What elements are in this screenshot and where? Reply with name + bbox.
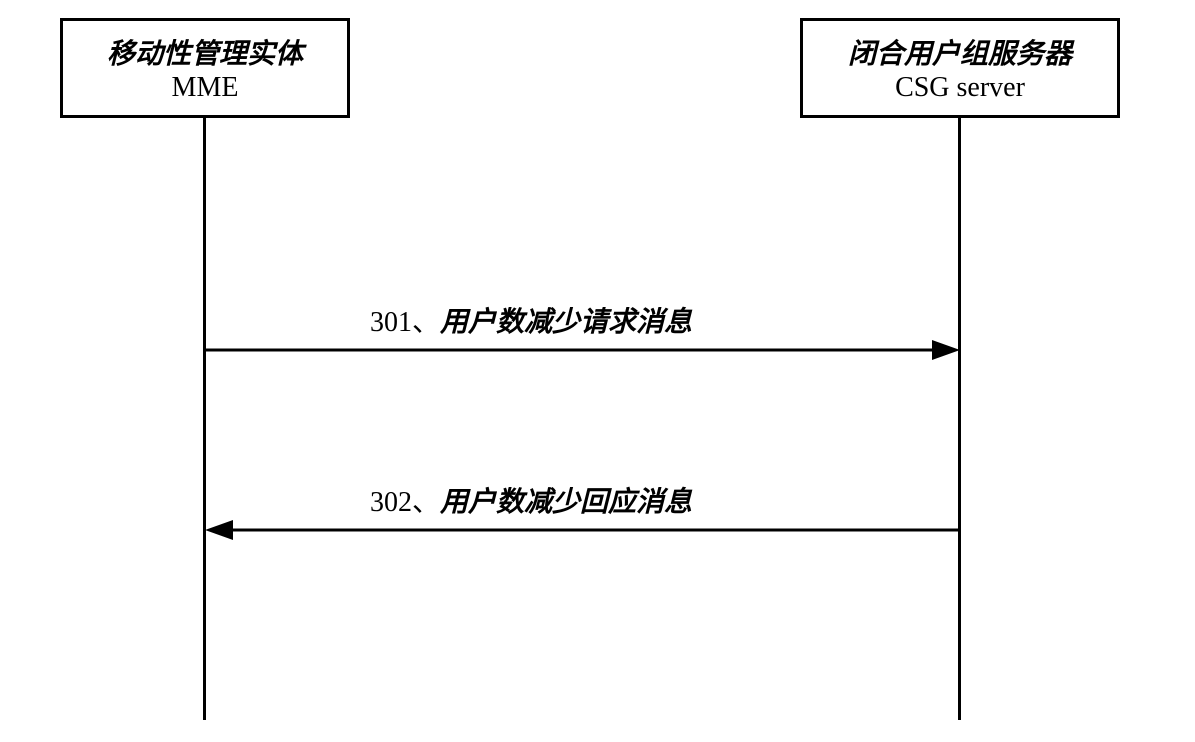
message-302-num: 302、 — [370, 487, 440, 518]
participant-csg-line1: 闭合用户组服务器 — [848, 32, 1072, 72]
message-302-label: 302、用户数减少回应消息 — [370, 480, 692, 520]
message-301-text: 用户数减少请求消息 — [440, 307, 692, 338]
participant-mme-line1: 移动性管理实体 — [107, 32, 303, 72]
participant-box-mme: 移动性管理实体 MME — [60, 18, 350, 118]
lifeline-mme — [203, 118, 206, 720]
participant-mme-line2: MME — [172, 72, 239, 104]
participant-box-csg: 闭合用户组服务器 CSG server — [800, 18, 1120, 118]
message-301-label: 301、用户数减少请求消息 — [370, 300, 692, 340]
lifeline-csg — [958, 118, 961, 720]
message-302-arrow — [205, 516, 965, 544]
message-301-num: 301、 — [370, 307, 440, 338]
message-301-arrow — [205, 336, 965, 364]
participant-csg-line2: CSG server — [895, 72, 1025, 104]
message-302-text: 用户数减少回应消息 — [440, 487, 692, 518]
